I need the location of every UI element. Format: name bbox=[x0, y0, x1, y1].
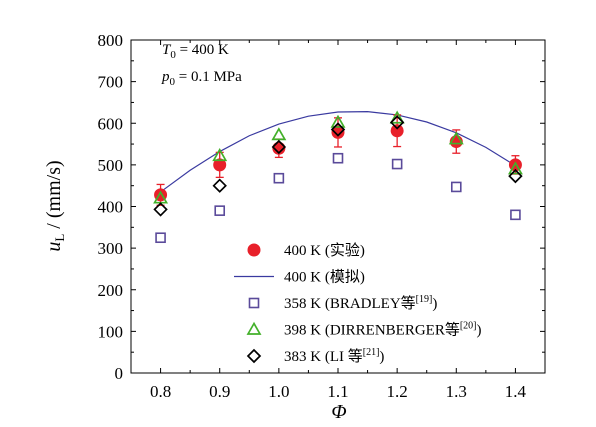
y-tick-label: 600 bbox=[98, 114, 124, 133]
x-tick-label: 1.3 bbox=[446, 382, 467, 401]
data-point bbox=[450, 181, 462, 193]
data-point bbox=[212, 178, 227, 193]
data-point bbox=[391, 158, 403, 170]
x-tick-label: 1.0 bbox=[268, 382, 289, 401]
legend: 400 K (实验) 400 K (模拟) 358 K (BRADLEY等[19])… bbox=[234, 242, 482, 365]
data-point bbox=[214, 205, 226, 216]
data-point bbox=[153, 202, 168, 217]
data-point bbox=[271, 139, 287, 155]
y-tick-label: 300 bbox=[98, 239, 124, 258]
y-axis-label: uL / (mm/s) bbox=[43, 160, 67, 251]
data-point bbox=[273, 172, 285, 184]
x-tick-label: 0.8 bbox=[150, 382, 171, 401]
legend-marker bbox=[246, 321, 262, 335]
y-tick-label: 200 bbox=[98, 281, 124, 300]
data-point bbox=[389, 115, 405, 130]
y-axis: 0 100 200 300 400 500 600 700 800 bbox=[98, 31, 545, 383]
data-point bbox=[448, 131, 464, 145]
data-point bbox=[213, 158, 227, 172]
data-point bbox=[510, 209, 521, 221]
data-point bbox=[212, 148, 228, 162]
data-point bbox=[272, 141, 286, 155]
data-point bbox=[390, 124, 404, 138]
legend-marker bbox=[247, 243, 261, 257]
conditions-annotation: T0 = 400 K p0 = 0.1 MPa bbox=[161, 42, 242, 88]
x-tick-label: 1.4 bbox=[505, 382, 527, 401]
condition-text: p0 = 0.1 MPa bbox=[161, 69, 242, 88]
condition-text: T0 = 400 K bbox=[162, 42, 229, 61]
legend-marker bbox=[248, 297, 260, 309]
series-layer bbox=[153, 110, 523, 244]
series-4 bbox=[153, 115, 523, 217]
x-tick-label: 1.2 bbox=[387, 382, 408, 401]
legend-label: 400 K (实验) bbox=[284, 242, 365, 259]
series-3 bbox=[153, 110, 523, 204]
x-tick-label: 0.9 bbox=[209, 382, 230, 401]
data-point bbox=[332, 152, 344, 164]
x-tick-label: 1.1 bbox=[327, 382, 348, 401]
data-point bbox=[155, 232, 166, 244]
y-tick-label: 500 bbox=[98, 156, 124, 175]
legend-marker bbox=[246, 348, 262, 364]
x-axis-label: Φ bbox=[331, 401, 346, 423]
data-point bbox=[330, 114, 346, 128]
legend-label: 400 K (模拟) bbox=[284, 269, 365, 286]
data-point bbox=[508, 168, 523, 184]
legend-label: 358 K (BRADLEY等[19]) bbox=[284, 294, 437, 312]
series-2 bbox=[155, 152, 521, 244]
x-axis: 0.8 0.9 1.0 1.1 1.2 1.3 1.4 bbox=[130, 40, 546, 401]
y-tick-label: 700 bbox=[98, 73, 124, 92]
data-point bbox=[330, 122, 346, 137]
series-0 bbox=[154, 114, 522, 206]
legend-label: 398 K (DIRRENBERGER等[20]) bbox=[284, 321, 482, 339]
legend-label: 383 K (LI 等[21]) bbox=[284, 347, 384, 365]
data-point bbox=[389, 110, 405, 124]
data-point bbox=[271, 127, 287, 141]
y-tick-label: 800 bbox=[98, 31, 124, 50]
y-tick-label: 400 bbox=[98, 198, 124, 217]
data-point bbox=[507, 161, 523, 175]
y-tick-label: 0 bbox=[115, 364, 124, 383]
y-tick-label: 100 bbox=[98, 322, 124, 341]
